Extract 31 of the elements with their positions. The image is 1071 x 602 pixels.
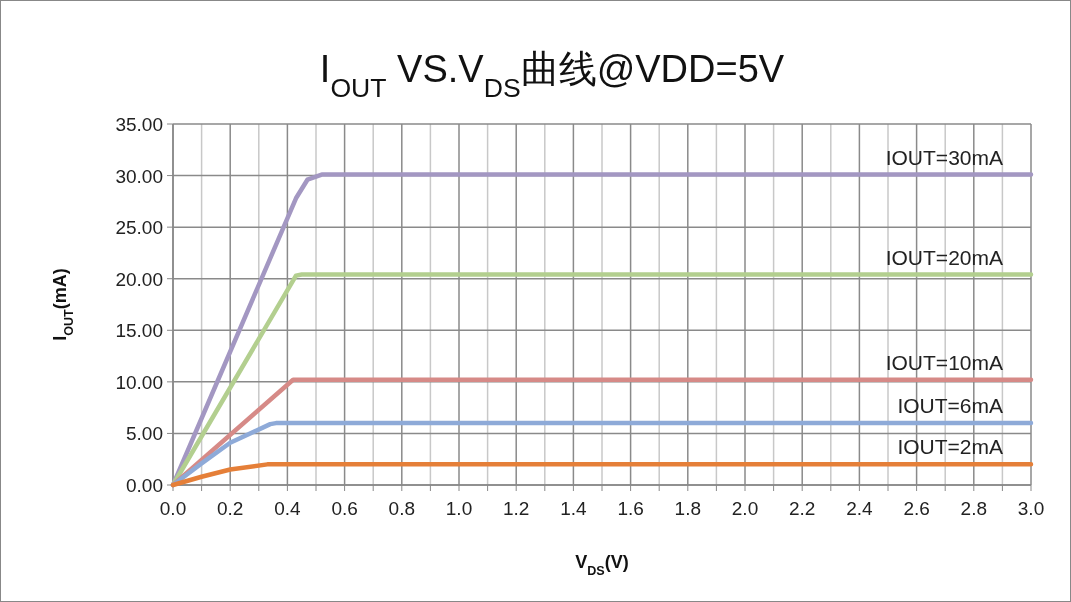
x-tick-label: 1.6 [617, 498, 644, 519]
x-tick-label: 2.2 [788, 498, 816, 519]
x-tick-label: 2.4 [846, 498, 874, 519]
series-label: IOUT=2mA [897, 435, 1003, 459]
x-tick-label: 1.0 [445, 498, 473, 519]
x-tick-label: 1.8 [674, 498, 702, 519]
x-axis-title: V$_{DS}$(V) [575, 552, 629, 578]
x-tick-label: 0.4 [274, 498, 302, 519]
chart-title: I$_{OUT}$ VS.V$_{DS}$曲线@VDD=5V [319, 48, 785, 103]
y-tick-label: 15.00 [115, 320, 163, 342]
y-tick-label: 35.00 [115, 114, 163, 135]
x-tick-label: 2.8 [960, 498, 988, 519]
x-tick-label: 0.6 [331, 498, 358, 519]
y-tick-label: 25.00 [115, 217, 163, 239]
x-tick-label: 3.0 [1017, 498, 1045, 519]
y-tick-label: 0.00 [126, 475, 163, 496]
x-tick-label: 2.0 [731, 498, 759, 519]
x-tick-label: 0.0 [159, 498, 187, 519]
series-label: IOUT=20mA [885, 245, 1003, 269]
y-tick-label: 20.00 [115, 268, 163, 290]
x-tick-label: 1.2 [502, 498, 530, 519]
y-tick-label: 5.00 [126, 423, 163, 445]
x-tick-label: 1.4 [560, 498, 588, 519]
y-tick-label: 10.00 [115, 371, 163, 393]
series-label: IOUT=6mA [897, 394, 1003, 418]
series-label: IOUT=30mA [885, 145, 1003, 169]
x-tick-label: 0.2 [216, 498, 244, 519]
x-tick-label: 2.6 [903, 498, 930, 519]
x-tick-label: 0.8 [388, 498, 416, 519]
series-label: IOUT=10mA [885, 350, 1003, 374]
y-tick-label: 30.00 [115, 165, 163, 187]
